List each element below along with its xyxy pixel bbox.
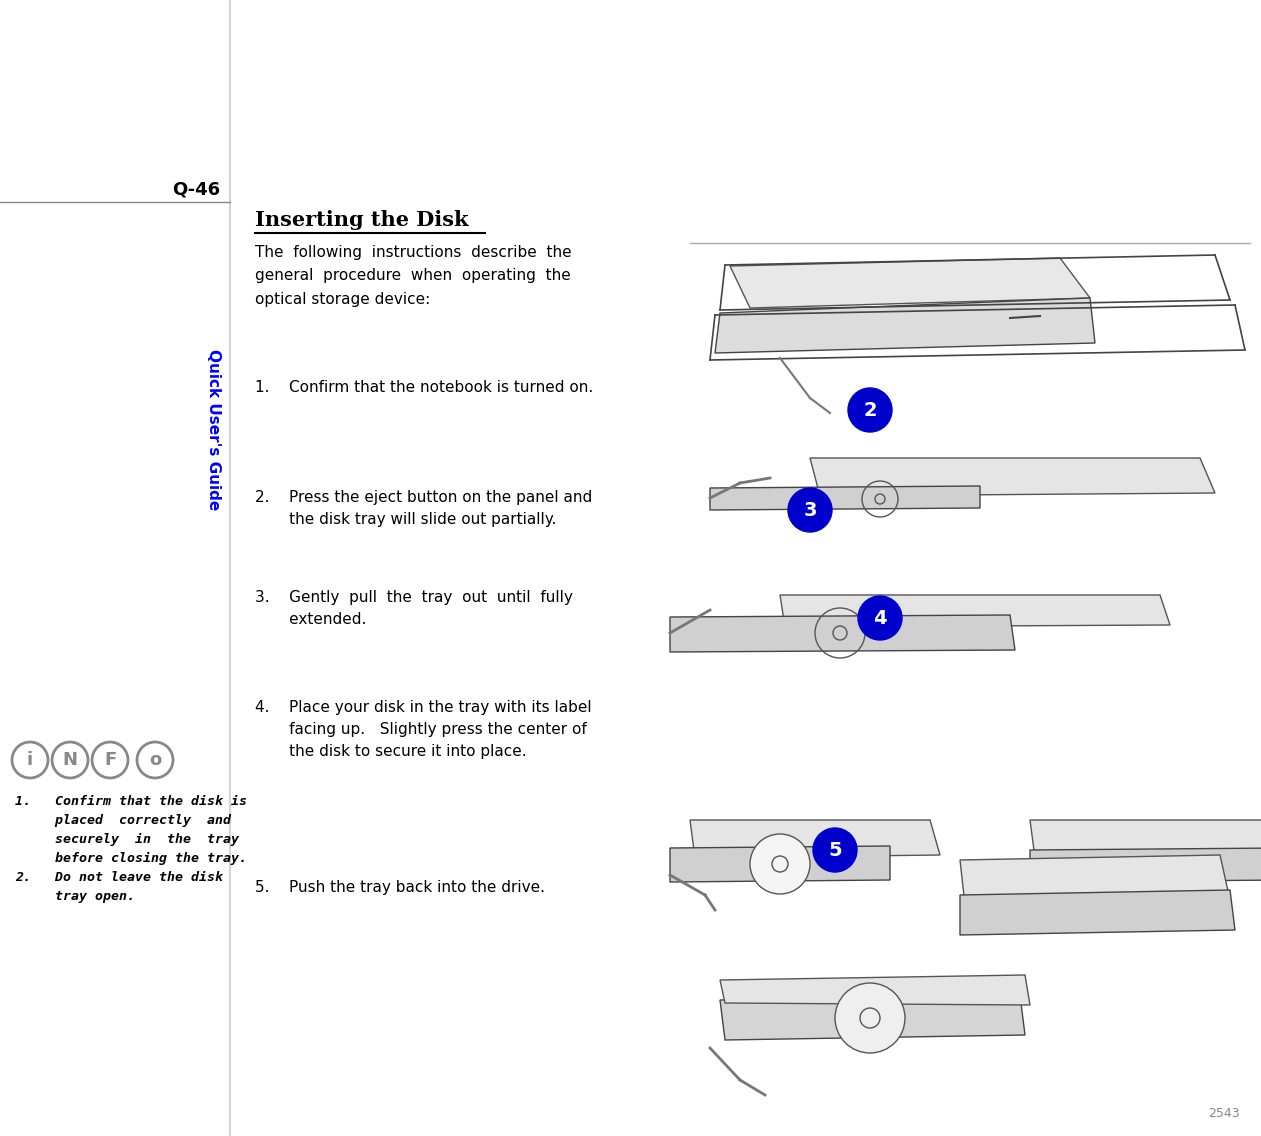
Text: 5.    Push the tray back into the drive.: 5. Push the tray back into the drive. [255, 880, 545, 895]
Text: 2543: 2543 [1208, 1106, 1240, 1120]
Circle shape [847, 389, 892, 432]
Circle shape [835, 983, 905, 1053]
Polygon shape [670, 615, 1015, 652]
Polygon shape [960, 855, 1229, 905]
Text: Q-46: Q-46 [171, 179, 219, 198]
Polygon shape [810, 458, 1216, 496]
Polygon shape [720, 995, 1025, 1039]
Text: Quick User's Guide: Quick User's Guide [206, 350, 221, 510]
Text: i: i [26, 751, 33, 769]
Circle shape [857, 596, 902, 640]
Text: 2: 2 [864, 401, 876, 419]
Circle shape [788, 488, 832, 532]
Text: 4: 4 [873, 609, 886, 627]
Circle shape [750, 834, 810, 894]
Text: Inserting the Disk: Inserting the Disk [255, 210, 469, 229]
Circle shape [813, 828, 857, 872]
Text: 3: 3 [803, 501, 817, 519]
Polygon shape [960, 889, 1235, 935]
Text: 5: 5 [828, 841, 842, 860]
Text: F: F [103, 751, 116, 769]
Text: o: o [149, 751, 161, 769]
Text: The  following  instructions  describe  the
general  procedure  when  operating : The following instructions describe the … [255, 245, 571, 307]
Polygon shape [720, 975, 1030, 1005]
Text: N: N [63, 751, 77, 769]
Polygon shape [690, 820, 939, 858]
Polygon shape [715, 298, 1095, 353]
Polygon shape [710, 486, 980, 510]
Polygon shape [1030, 847, 1261, 882]
Text: 4.    Place your disk in the tray with its label
       facing up.   Slightly pr: 4. Place your disk in the tray with its … [255, 700, 591, 759]
Text: 1.   Confirm that the disk is
     placed  correctly  and
     securely  in  the: 1. Confirm that the disk is placed corre… [15, 795, 247, 903]
Polygon shape [670, 846, 890, 882]
Polygon shape [730, 258, 1090, 308]
Polygon shape [781, 595, 1170, 627]
Text: 1.    Confirm that the notebook is turned on.: 1. Confirm that the notebook is turned o… [255, 381, 593, 395]
Text: 2.    Press the eject button on the panel and
       the disk tray will slide ou: 2. Press the eject button on the panel a… [255, 490, 593, 527]
Text: 3.    Gently  pull  the  tray  out  until  fully
       extended.: 3. Gently pull the tray out until fully … [255, 590, 572, 627]
Polygon shape [1030, 820, 1261, 858]
